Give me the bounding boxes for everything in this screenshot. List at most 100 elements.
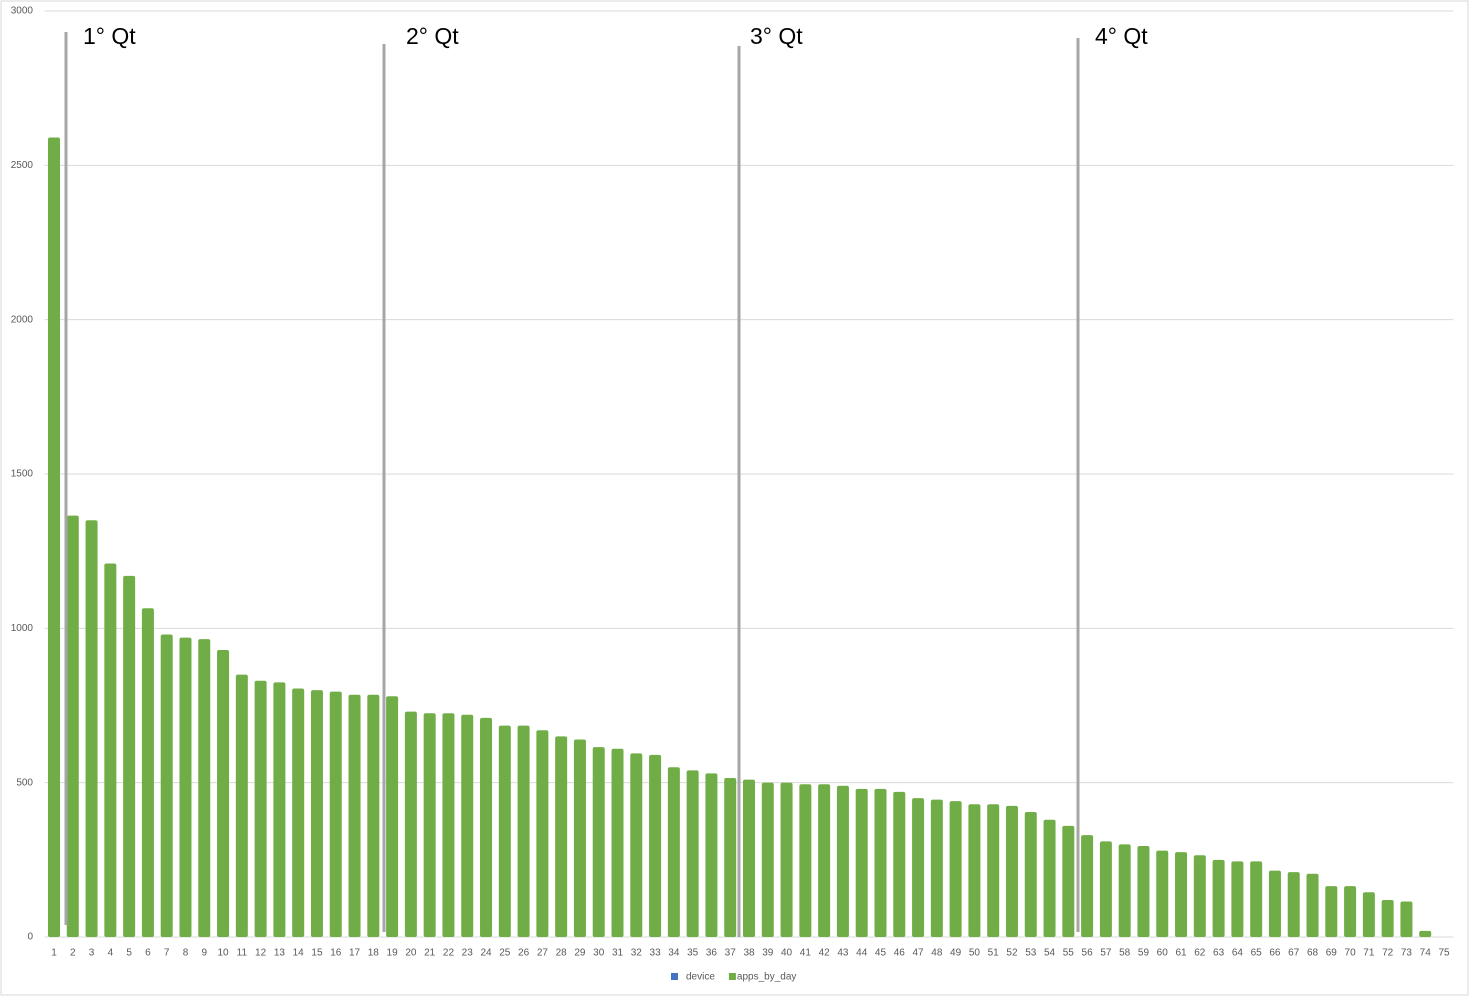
bar: [968, 804, 981, 937]
x-tick-label: 53: [1025, 948, 1037, 959]
bar: [1287, 872, 1300, 937]
x-tick-label: 48: [931, 948, 943, 959]
bar: [235, 674, 248, 937]
x-tick-label: 73: [1401, 948, 1413, 959]
bar: [1175, 852, 1188, 937]
x-tick-label: 24: [480, 948, 492, 959]
bar: [630, 753, 643, 937]
bar: [667, 767, 680, 937]
x-tick-label: 68: [1307, 948, 1319, 959]
x-tick-label: 28: [556, 948, 568, 959]
y-tick-label: 3000: [11, 6, 34, 17]
bar: [1156, 850, 1169, 937]
bar: [1193, 855, 1206, 937]
bar: [329, 691, 342, 937]
bar: [555, 736, 568, 937]
x-tick-label: 9: [201, 948, 207, 959]
bar: [912, 798, 925, 937]
bar: [1250, 861, 1263, 937]
x-tick-label: 69: [1326, 948, 1338, 959]
bar: [1325, 886, 1338, 937]
bar: [179, 637, 192, 937]
x-tick-label: 66: [1269, 948, 1281, 959]
bar: [536, 730, 549, 937]
bar: [1344, 886, 1357, 937]
annotation: 4° Qt: [1095, 23, 1148, 49]
bar: [1005, 805, 1018, 937]
x-tick-label: 44: [856, 948, 868, 959]
x-tick-label: 51: [988, 948, 1000, 959]
x-tick-label: 40: [781, 948, 793, 959]
bar: [1062, 825, 1075, 937]
x-tick-label: 17: [349, 948, 361, 959]
x-tick-label: 31: [612, 948, 624, 959]
x-tick-label: 54: [1044, 948, 1056, 959]
x-tick-label: 49: [950, 948, 962, 959]
bar: [66, 515, 79, 937]
x-tick-label: 37: [725, 948, 737, 959]
x-tick-label: 38: [743, 948, 755, 959]
bar: [47, 137, 60, 937]
x-tick-label: 57: [1100, 948, 1112, 959]
x-tick-label: 23: [462, 948, 474, 959]
x-tick-label: 64: [1232, 948, 1244, 959]
bar: [141, 608, 154, 937]
bar: [292, 688, 305, 937]
bar: [104, 563, 117, 937]
x-tick-label: 34: [668, 948, 680, 959]
x-tick-label: 61: [1175, 948, 1187, 959]
bar: [198, 639, 211, 937]
bar: [123, 575, 136, 937]
bar: [874, 788, 887, 937]
bar: [799, 784, 812, 937]
x-tick-label: 62: [1194, 948, 1206, 959]
x-tick-label: 42: [819, 948, 831, 959]
bar: [743, 779, 755, 937]
bar: [818, 784, 831, 937]
bar: [949, 801, 962, 937]
bar: [1099, 841, 1112, 937]
bar: [442, 713, 455, 937]
y-tick-label: 1000: [11, 623, 34, 634]
bar: [930, 799, 943, 937]
bar: [1306, 873, 1319, 937]
x-tick-label: 1: [51, 948, 57, 959]
x-tick-label: 56: [1082, 948, 1094, 959]
legend-label: device: [686, 972, 715, 983]
x-tick-label: 72: [1382, 948, 1394, 959]
x-tick-label: 63: [1213, 948, 1225, 959]
bar: [498, 725, 511, 937]
x-tick-label: 30: [593, 948, 605, 959]
x-tick-label: 35: [687, 948, 699, 959]
bar: [386, 696, 399, 937]
x-tick-label: 41: [800, 948, 812, 959]
bar: [761, 782, 774, 937]
y-tick-label: 500: [16, 777, 33, 788]
bar: [705, 773, 718, 937]
bar: [217, 649, 230, 937]
x-tick-label: 4: [108, 948, 114, 959]
y-tick-label: 2000: [11, 314, 34, 325]
x-tick-label: 21: [424, 948, 436, 959]
x-tick-label: 2: [70, 948, 76, 959]
bar: [423, 713, 436, 937]
bar: [367, 694, 380, 937]
x-tick-label: 36: [706, 948, 718, 959]
x-tick-label: 46: [894, 948, 906, 959]
bar: [480, 717, 493, 937]
x-tick-label: 60: [1157, 948, 1169, 959]
x-tick-label: 26: [518, 948, 530, 959]
x-tick-label: 33: [650, 948, 662, 959]
x-tick-label: 7: [164, 948, 170, 959]
bar: [1081, 835, 1094, 937]
x-tick-label: 65: [1251, 948, 1263, 959]
bar: [855, 788, 868, 937]
bar: [85, 520, 98, 937]
x-tick-label: 29: [574, 948, 586, 959]
bar: [1043, 819, 1056, 937]
annotation: 1° Qt: [83, 23, 136, 49]
bar: [1118, 844, 1131, 937]
x-tick-label: 75: [1438, 948, 1450, 959]
x-tick-label: 59: [1138, 948, 1150, 959]
